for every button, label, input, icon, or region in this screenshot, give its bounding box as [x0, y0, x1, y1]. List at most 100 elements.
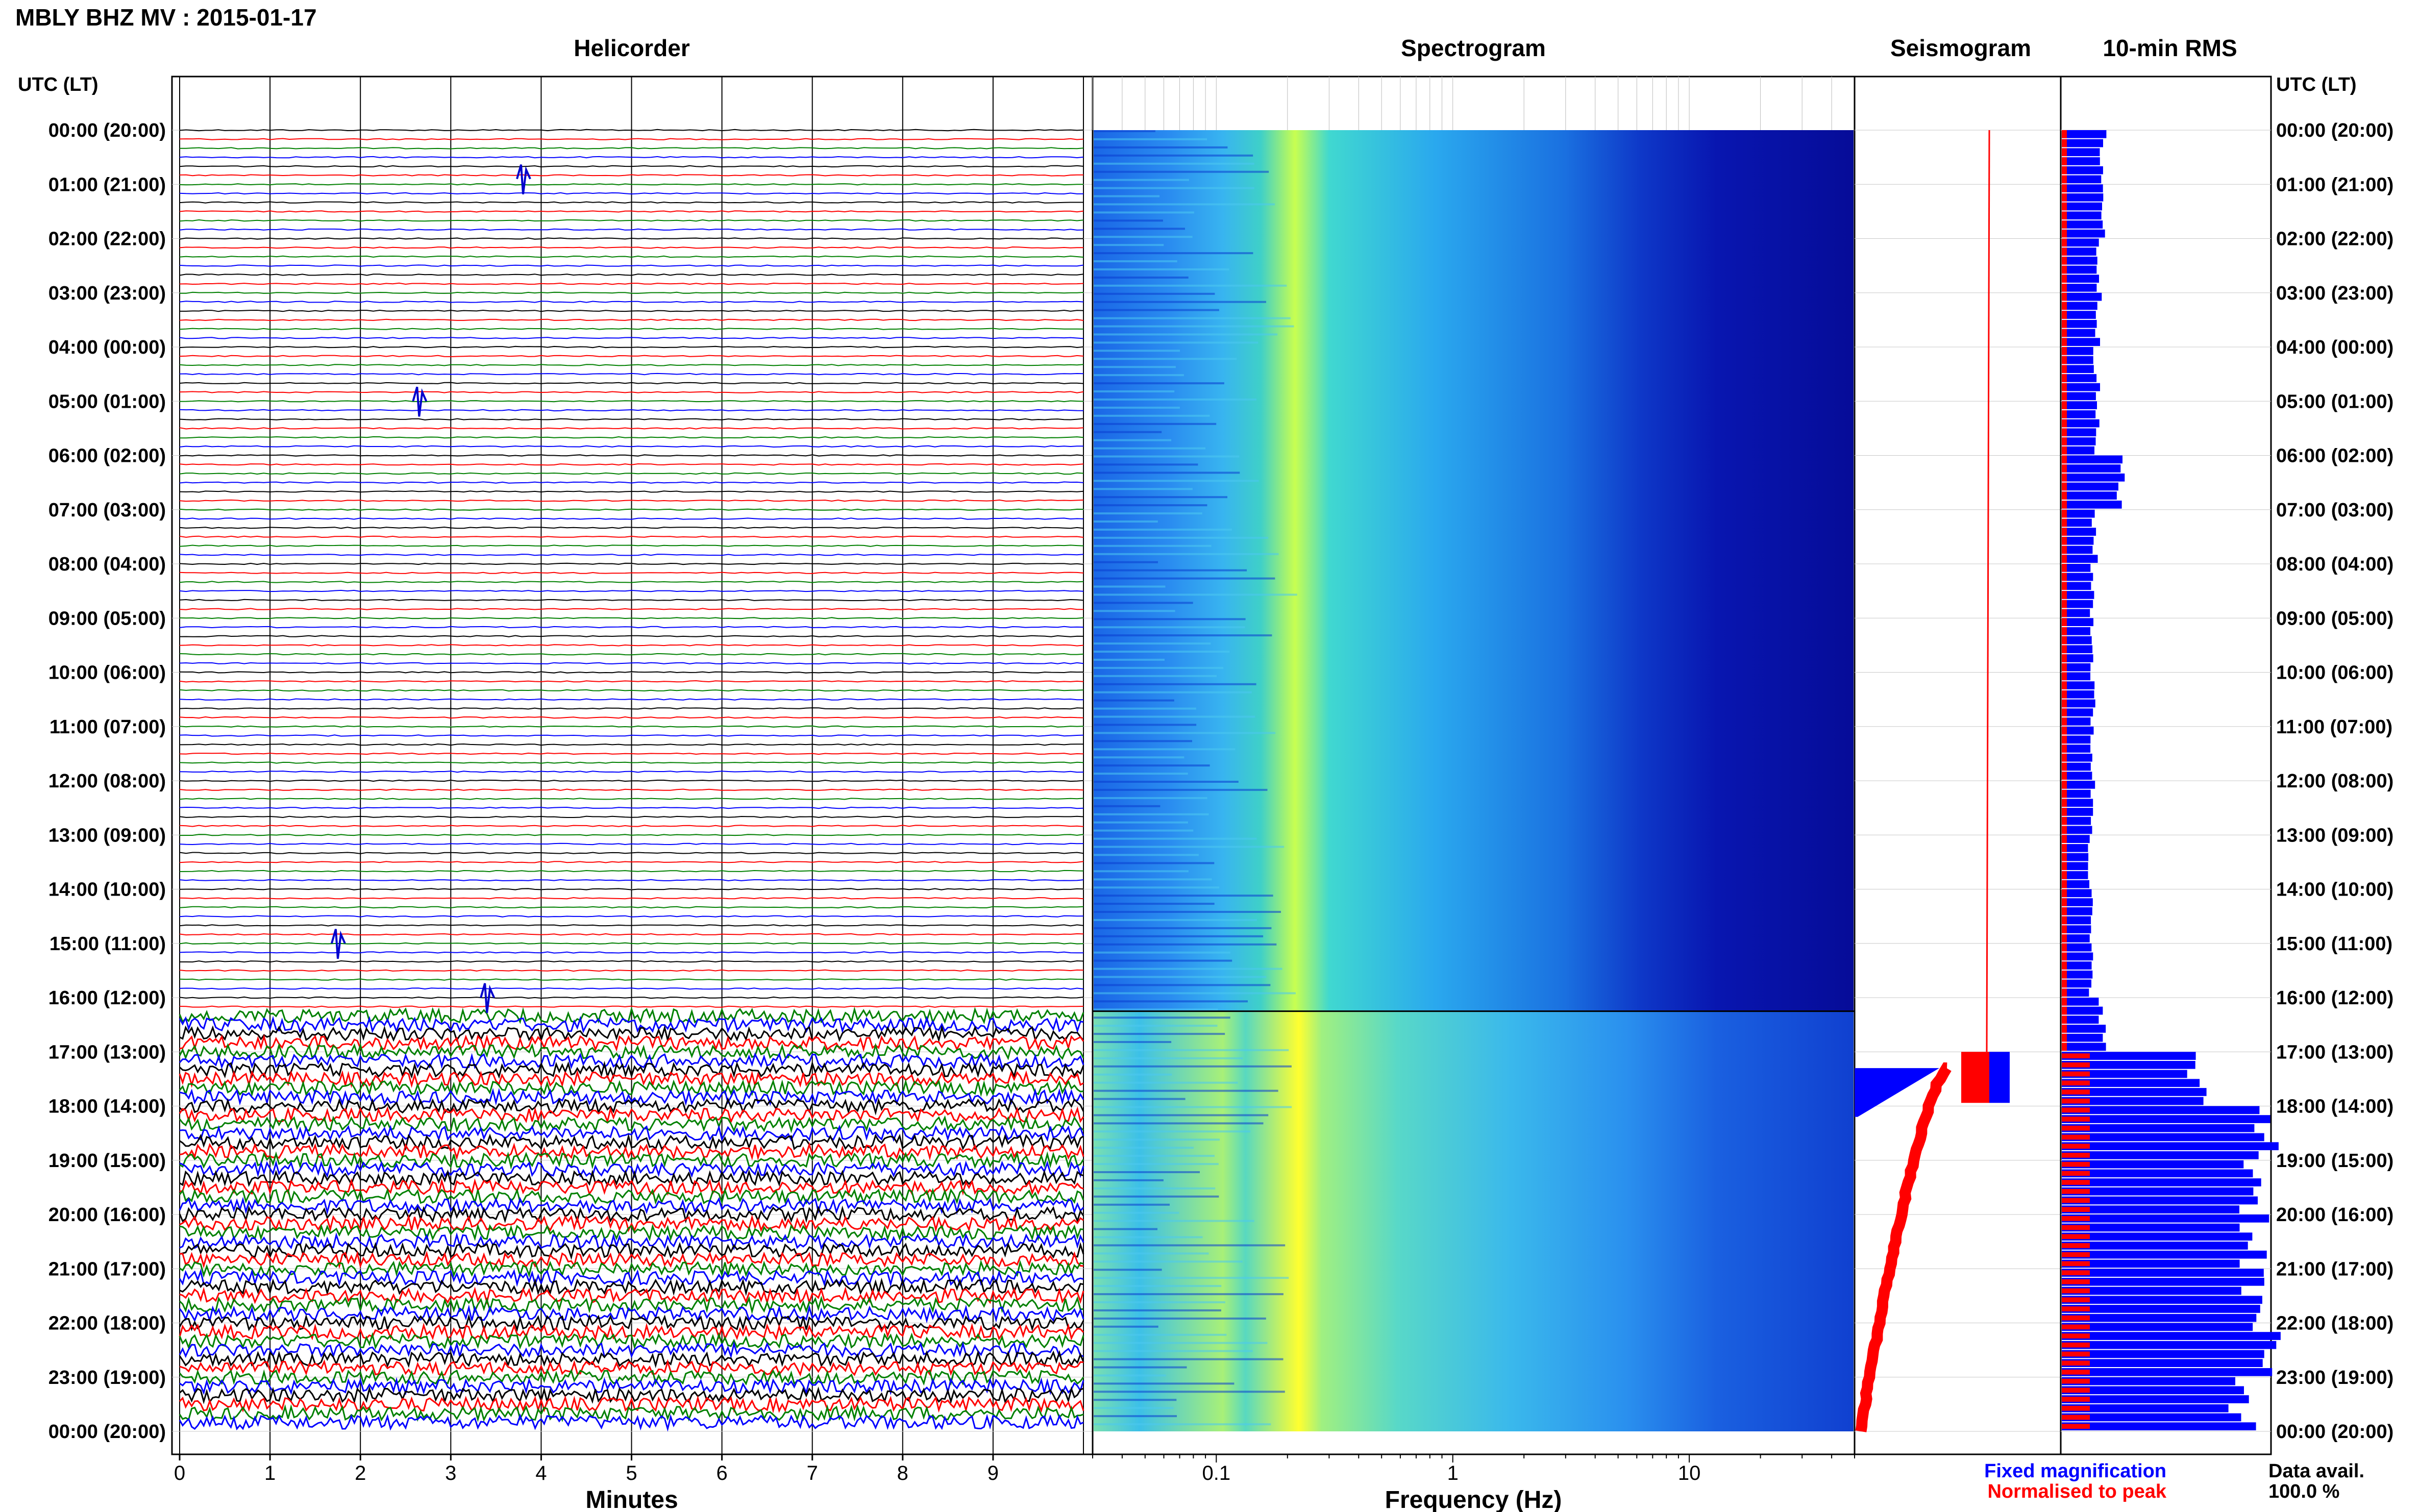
spectrogram-stripe — [1094, 846, 1285, 848]
rms-bar-normalised — [2062, 1098, 2090, 1104]
rms-bar-normalised — [2062, 1107, 2090, 1113]
spectrogram-stripe — [1094, 1211, 1179, 1214]
spectrogram-stripe — [1094, 903, 1215, 905]
helicorder-trace — [179, 1160, 1084, 1179]
helicorder-trace — [179, 888, 1084, 890]
helicorder-trace — [179, 1025, 1084, 1043]
spectrogram-stripe — [1094, 1236, 1203, 1238]
rms-bar-fixed — [2062, 546, 2093, 554]
spectrogram-stripe — [1094, 1350, 1253, 1352]
helicorder-trace — [179, 1341, 1084, 1359]
spectrogram-stripe — [1094, 1228, 1157, 1230]
rms-bar-normalised — [2062, 1033, 2067, 1042]
helicorder-trace — [179, 626, 1084, 629]
rms-bar-fixed — [2062, 609, 2090, 617]
rms-bar-fixed — [2062, 1278, 2264, 1286]
rms-bar-fixed — [2062, 1043, 2106, 1051]
rms-bar-fixed — [2062, 1088, 2207, 1096]
rms-bar-normalised — [2062, 229, 2067, 238]
spectrogram-stripe — [1094, 1033, 1225, 1035]
spectrogram-stripe — [1094, 284, 1287, 287]
helicorder-trace — [179, 771, 1084, 773]
helicorder-trace — [180, 309, 1084, 312]
spectrogram-stripe — [1094, 602, 1193, 604]
rms-bar-normalised — [2062, 419, 2067, 428]
rms-bar-fixed — [2062, 238, 2099, 247]
rms-bar-normalised — [2062, 898, 2067, 906]
rms-bar-normalised — [2062, 789, 2067, 798]
rms-bar-fixed — [2062, 1133, 2264, 1142]
rms-bar-normalised — [2062, 1288, 2090, 1294]
spectrogram-stripe — [1094, 1098, 1186, 1100]
rms-bar-fixed — [2062, 1305, 2260, 1313]
helicorder-trace — [179, 599, 1084, 602]
helicorder-trace — [179, 581, 1084, 583]
rms-bar-fixed — [2062, 1323, 2253, 1331]
rms-bar-fixed — [2062, 1015, 2099, 1024]
time-label-left: 02:00 (22:00) — [48, 229, 166, 250]
helicorder-trace — [179, 481, 1084, 484]
spectrogram-stripe — [1094, 1358, 1283, 1360]
rms-bar-fixed — [2062, 1404, 2229, 1412]
rms-bar-normalised — [2062, 482, 2067, 491]
rms-bar-normalised — [2062, 618, 2067, 626]
rms-bar-fixed — [2062, 1214, 2269, 1223]
spectrogram-stripe — [1094, 634, 1272, 637]
rms-bar-normalised — [2062, 265, 2067, 274]
rms-bar-normalised — [2062, 717, 2067, 726]
helicorder-trace — [179, 689, 1084, 692]
spectrogram-stripe — [1094, 959, 1232, 962]
rms-bar-normalised — [2062, 600, 2067, 608]
rms-bar-fixed — [2062, 871, 2088, 879]
helicorder-trace — [179, 535, 1084, 538]
helicorder-trace — [179, 1413, 1084, 1432]
rms-bar-normalised — [2062, 428, 2067, 437]
rms-bar-fixed — [2062, 961, 2092, 970]
helicorder-trace — [179, 255, 1084, 258]
spectrogram-stripe — [1094, 1325, 1158, 1328]
spectrogram-stripe — [1094, 179, 1189, 181]
spectrogram-stripe — [1094, 683, 1256, 685]
time-label-left: 12:00 (08:00) — [48, 771, 166, 792]
rms-bar-fixed — [2062, 1070, 2187, 1078]
spectrogram-stripe — [1094, 472, 1240, 474]
spectrogram-stripe — [1094, 350, 1180, 352]
figure-title: MBLY BHZ MV : 2015-01-17 — [15, 4, 317, 31]
rms-bar-fixed — [2062, 600, 2093, 608]
spectrogram-stripe — [1094, 651, 1230, 653]
spectrogram-stripe — [1094, 878, 1212, 881]
helicorder-trace — [179, 879, 1084, 882]
helicorder-trace — [179, 617, 1084, 619]
helicorder-trace — [179, 906, 1084, 909]
rms-bar-fixed — [2062, 979, 2091, 988]
time-label-left: 00:00 (20:00) — [48, 120, 166, 141]
spectrogram-stripe — [1094, 390, 1175, 392]
rms-bar-normalised — [2062, 1279, 2090, 1284]
rms-bar-fixed — [2062, 302, 2097, 310]
spectrogram-stripe — [1094, 431, 1162, 433]
rms-bar-fixed — [2062, 256, 2097, 265]
spectrogram-stripe — [1094, 788, 1268, 791]
rms-bar-fixed — [2062, 1250, 2267, 1259]
spectrogram-stripe — [1094, 1407, 1174, 1409]
helicorder-event-mark — [516, 164, 531, 194]
helicorder-trace — [179, 644, 1084, 647]
helicorder-trace — [179, 1232, 1084, 1251]
rms-bar-normalised — [2062, 437, 2067, 445]
helicorder-trace — [179, 933, 1084, 936]
spectrogram-stripe — [1094, 837, 1257, 840]
rms-bar-fixed — [2062, 943, 2092, 952]
rms-bar-normalised — [2062, 455, 2067, 464]
rms-bar-fixed — [2062, 717, 2091, 726]
rms-bar-fixed — [2062, 1160, 2244, 1169]
spectrogram-stripe — [1094, 1073, 1172, 1076]
spectrogram-stripe — [1094, 1333, 1227, 1336]
spectrogram-stripe — [1094, 536, 1268, 539]
spectrogram-stripe — [1094, 1391, 1285, 1393]
rms-bar-fixed — [2062, 591, 2094, 599]
spectrogram-stripe — [1094, 1008, 1218, 1011]
rms-bar-fixed — [2062, 446, 2094, 455]
spectrogram-stripe — [1094, 1122, 1264, 1125]
time-labels-right: 00:00 (20:00) 01:00 (21:00) 02:00 (22:00) 0… — [2276, 120, 2393, 1443]
rms-bar-normalised — [2062, 816, 2067, 825]
